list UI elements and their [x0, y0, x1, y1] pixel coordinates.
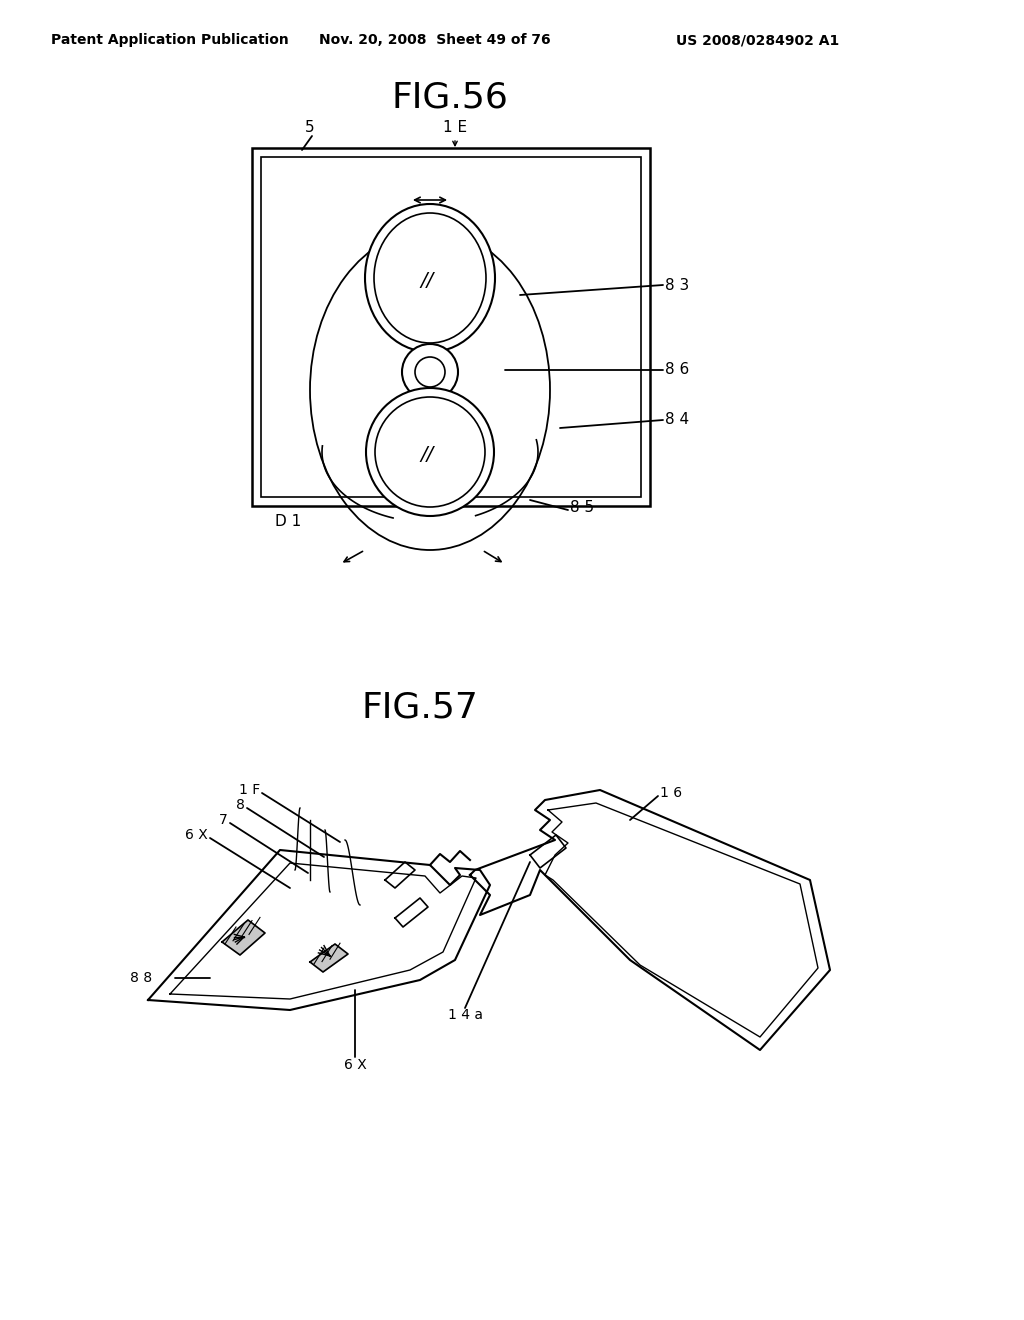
Ellipse shape	[366, 388, 494, 516]
Text: 1 4 a: 1 4 a	[447, 1008, 482, 1022]
Text: 8 3: 8 3	[665, 277, 689, 293]
Circle shape	[415, 356, 445, 387]
Text: D 1: D 1	[274, 515, 301, 529]
Polygon shape	[222, 920, 265, 954]
Polygon shape	[395, 898, 428, 927]
Ellipse shape	[375, 397, 485, 507]
Text: 8 5: 8 5	[570, 500, 594, 516]
Polygon shape	[385, 862, 415, 888]
Text: 8 4: 8 4	[665, 412, 689, 428]
Text: FIG.57: FIG.57	[361, 690, 478, 725]
Text: 8 6: 8 6	[665, 363, 689, 378]
Ellipse shape	[365, 205, 495, 352]
Text: //: //	[421, 271, 433, 289]
Circle shape	[402, 345, 458, 400]
Text: 6 X: 6 X	[185, 828, 208, 842]
Bar	[261, 157, 641, 498]
Text: US 2008/0284902 A1: US 2008/0284902 A1	[677, 33, 840, 48]
Text: 8 8: 8 8	[130, 972, 153, 985]
Ellipse shape	[374, 213, 486, 343]
Text: 5: 5	[305, 120, 314, 136]
Text: FIG.56: FIG.56	[391, 81, 509, 115]
Text: Nov. 20, 2008  Sheet 49 of 76: Nov. 20, 2008 Sheet 49 of 76	[319, 33, 551, 48]
Bar	[252, 148, 650, 506]
Text: //: //	[421, 445, 433, 463]
Text: 1 E: 1 E	[443, 120, 467, 136]
Text: Patent Application Publication: Patent Application Publication	[51, 33, 289, 48]
Text: 8: 8	[237, 799, 245, 812]
Polygon shape	[530, 836, 566, 869]
Text: 1 F: 1 F	[239, 783, 260, 797]
Text: 7: 7	[219, 813, 228, 828]
Text: 1 6: 1 6	[660, 785, 682, 800]
Polygon shape	[310, 944, 348, 972]
Text: 6 X: 6 X	[344, 1059, 367, 1072]
